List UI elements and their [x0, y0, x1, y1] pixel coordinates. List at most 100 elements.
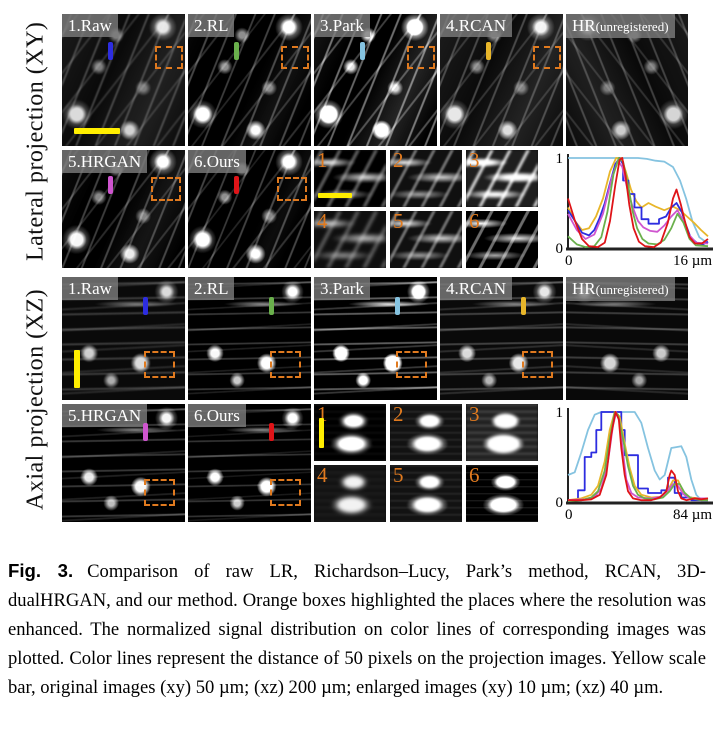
- crop-xy-2: 2: [390, 150, 462, 207]
- panel-label: 6.Ours: [188, 150, 246, 173]
- line-marker-raw: [143, 296, 149, 315]
- svg-text:1: 1: [556, 151, 564, 167]
- panel-xy-park: 3.Park: [314, 14, 437, 146]
- orange-highlight-box: [533, 46, 561, 69]
- orange-highlight-box: [407, 46, 435, 69]
- crop-xz-6: 6: [466, 465, 538, 522]
- line-marker-rl: [233, 41, 239, 60]
- orange-highlight-box: [270, 351, 301, 378]
- crop-xz-1: 1: [314, 404, 386, 461]
- panel-xz-hrgan: 5.HRGAN: [62, 404, 185, 522]
- crop-texture: [466, 404, 538, 461]
- side-label-axial-xz: Axial projection (XZ): [22, 288, 49, 511]
- line-marker-rcan: [485, 41, 491, 60]
- crop-number: 5: [393, 465, 404, 487]
- crop-texture: [390, 211, 462, 268]
- crop-number: 1: [317, 150, 328, 172]
- panel-xy-rl: 2.RL: [188, 14, 311, 146]
- panel-label: 4.RCAN: [440, 277, 512, 300]
- figure-caption: Fig. 3. Comparison of raw LR, Richardson–…: [8, 556, 706, 702]
- crop-number: 3: [469, 150, 480, 172]
- yellow-scale-bar: [319, 418, 324, 448]
- crop-number: 4: [317, 465, 328, 487]
- panel-xz-raw: 1.Raw: [62, 277, 185, 400]
- line-marker-park: [359, 41, 365, 60]
- panel-label-hr: HR(unregistered): [566, 277, 675, 301]
- crop-xy-6: 6: [466, 211, 538, 268]
- yellow-scale-bar: [74, 350, 80, 388]
- intensity-plot-xy: 0 1 0 16 µm: [548, 150, 714, 268]
- crop-texture: [466, 465, 538, 522]
- orange-highlight-box: [396, 351, 427, 378]
- line-marker-rl: [269, 296, 275, 315]
- orange-highlight-box: [144, 479, 175, 506]
- crop-texture: [390, 465, 462, 522]
- panel-xy-rcan: 4.RCAN: [440, 14, 563, 146]
- orange-highlight-box: [281, 46, 309, 69]
- hr-label: HR: [572, 16, 596, 35]
- panel-xy-hr: HR(unregistered): [566, 14, 688, 146]
- svg-text:0: 0: [556, 241, 564, 257]
- panel-label: 1.Raw: [62, 14, 118, 37]
- panel-label: 1.Raw: [62, 277, 118, 300]
- hr-sublabel: (unregistered): [595, 19, 669, 34]
- crop-texture: [390, 150, 462, 207]
- caption-text: Comparison of raw LR, Richardson–Lucy, P…: [8, 560, 706, 698]
- crop-number: 6: [469, 465, 480, 487]
- crop-number: 4: [317, 211, 328, 233]
- panel-xy-hrgan: 5.HRGAN: [62, 150, 185, 268]
- panel-label: 5.HRGAN: [62, 150, 148, 173]
- crop-xz-5: 5: [390, 465, 462, 522]
- crop-xy-3: 3: [466, 150, 538, 207]
- crop-texture: [466, 150, 538, 207]
- panel-label: 3.Park: [314, 277, 370, 300]
- crop-number: 1: [317, 404, 328, 426]
- panel-label-hr: HR(unregistered): [566, 14, 675, 38]
- crop-texture: [314, 465, 386, 522]
- crop-texture: [466, 211, 538, 268]
- side-label-lateral-xy: Lateral projection (XY): [22, 21, 49, 261]
- yellow-scale-bar: [318, 193, 352, 198]
- svg-text:0: 0: [565, 507, 573, 522]
- caption-tag: Fig. 3.: [8, 559, 74, 581]
- line-marker-ours: [269, 422, 275, 441]
- panel-xz-ours: 6.Ours: [188, 404, 311, 522]
- panel-xy-ours: 6.Ours: [188, 150, 311, 268]
- crop-xy-5: 5: [390, 211, 462, 268]
- yellow-scale-bar: [74, 128, 120, 134]
- crop-texture: [314, 404, 386, 461]
- panel-label: 3.Park: [314, 14, 370, 37]
- micrograph-texture: [314, 277, 437, 400]
- crop-texture: [390, 404, 462, 461]
- hr-sublabel: (unregistered): [595, 282, 669, 297]
- line-marker-raw: [107, 41, 113, 60]
- panel-xz-rl: 2.RL: [188, 277, 311, 400]
- orange-highlight-box: [277, 177, 307, 201]
- crop-xy-4: 4: [314, 211, 386, 268]
- crop-number: 6: [469, 211, 480, 233]
- svg-text:1: 1: [556, 405, 564, 421]
- svg-text:0: 0: [565, 253, 573, 268]
- crop-number: 2: [393, 150, 404, 172]
- orange-highlight-box: [522, 351, 553, 378]
- line-marker-hrgan: [107, 175, 113, 194]
- orange-highlight-box: [155, 46, 183, 69]
- panel-label: 6.Ours: [188, 404, 246, 427]
- panel-label: 4.RCAN: [440, 14, 512, 37]
- micrograph-texture: [314, 14, 437, 146]
- orange-highlight-box: [144, 351, 175, 378]
- intensity-plot-xz: 0 1 0 84 µm: [548, 404, 714, 522]
- crop-xz-3: 3: [466, 404, 538, 461]
- crop-xz-4: 4: [314, 465, 386, 522]
- svg-text:16 µm: 16 µm: [673, 253, 712, 268]
- svg-text:0: 0: [556, 495, 564, 511]
- panel-xz-park: 3.Park: [314, 277, 437, 400]
- panel-xz-hr: HR(unregistered): [566, 277, 688, 400]
- crop-number: 2: [393, 404, 404, 426]
- panel-label: 2.RL: [188, 277, 235, 300]
- panel-xy-raw: 1.Raw: [62, 14, 185, 146]
- line-marker-ours: [233, 175, 239, 194]
- hr-label: HR: [572, 279, 596, 298]
- crop-xy-1: 1: [314, 150, 386, 207]
